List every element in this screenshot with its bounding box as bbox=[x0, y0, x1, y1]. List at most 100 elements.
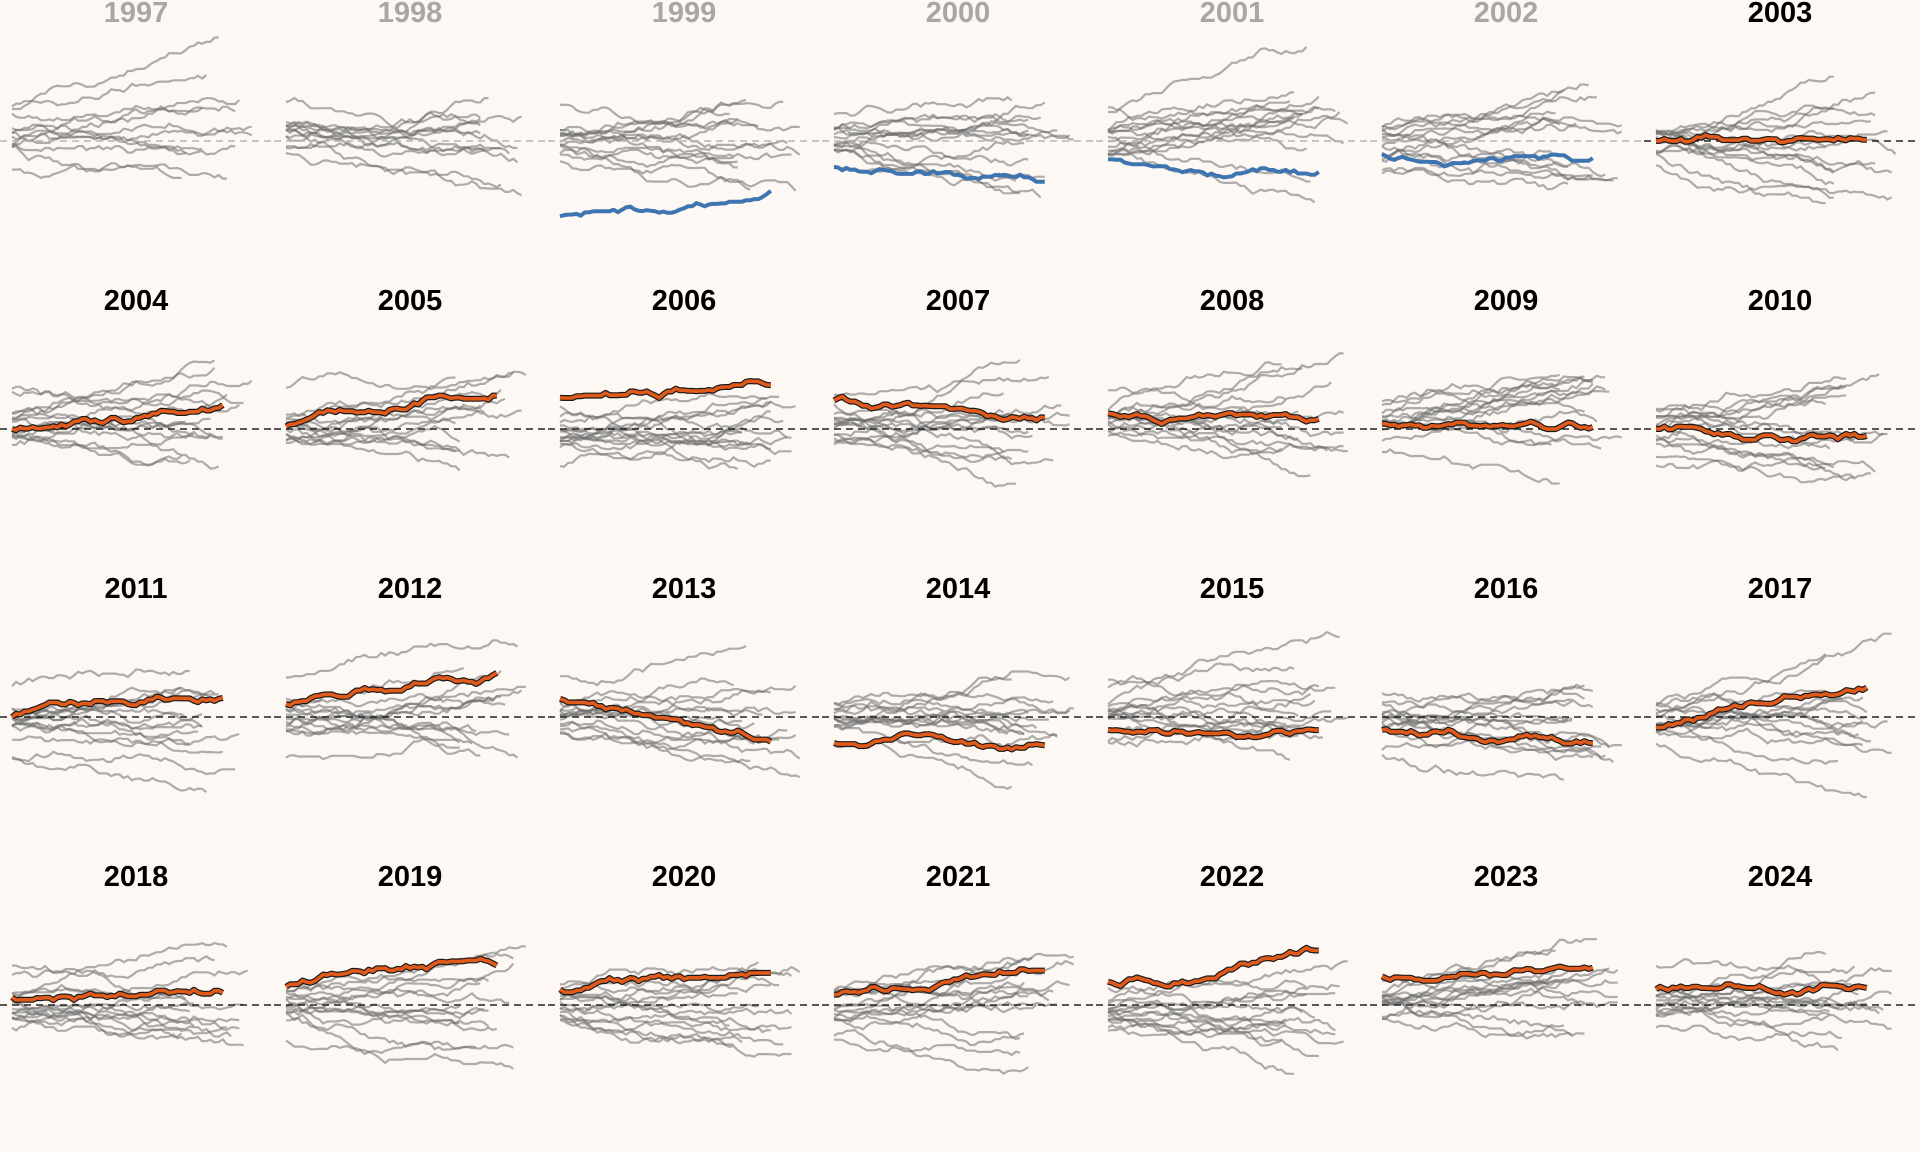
panel-2023: 2023 bbox=[1370, 862, 1642, 1152]
panel-2022: 2022 bbox=[1096, 862, 1368, 1152]
background-series-line bbox=[285, 114, 481, 138]
background-series-line bbox=[559, 732, 801, 779]
background-series-line bbox=[1107, 960, 1348, 1002]
background-series-line bbox=[833, 112, 1029, 130]
background-series-line bbox=[1382, 685, 1594, 714]
background-series-line bbox=[1108, 678, 1299, 717]
background-series-line bbox=[11, 74, 208, 108]
background-series-line bbox=[12, 36, 219, 111]
background-series-line bbox=[11, 1006, 240, 1031]
background-series-line bbox=[1107, 1009, 1294, 1075]
background-series-line bbox=[1108, 106, 1336, 148]
background-series-line bbox=[11, 412, 212, 439]
background-series-line bbox=[12, 735, 223, 754]
panel-title: 2002 bbox=[1473, 0, 1539, 29]
background-series-line bbox=[1381, 975, 1553, 1001]
background-series-line bbox=[1656, 411, 1831, 450]
panel-title: 2010 bbox=[1747, 285, 1813, 317]
background-series-line bbox=[1108, 105, 1320, 153]
background-series-line bbox=[560, 153, 738, 169]
background-series-line bbox=[1656, 105, 1834, 144]
background-series-line bbox=[559, 1018, 784, 1046]
highlight-series-line bbox=[1655, 982, 1868, 997]
background-series-line bbox=[285, 151, 502, 189]
background-series-line bbox=[1655, 424, 1835, 469]
background-series-line bbox=[11, 720, 240, 748]
background-series-line bbox=[1655, 632, 1892, 707]
background-series-line bbox=[285, 111, 481, 132]
panel-2000: 2000 bbox=[822, 0, 1094, 288]
background-series-line bbox=[1382, 949, 1556, 998]
panel-plot bbox=[548, 378, 820, 471]
panel-plot bbox=[822, 670, 1094, 791]
background-series-line bbox=[1656, 1006, 1839, 1052]
background-series-line bbox=[834, 419, 1005, 453]
background-series-line bbox=[1107, 119, 1307, 152]
panel-title: 2018 bbox=[103, 861, 169, 893]
highlight-series-line bbox=[1107, 411, 1320, 426]
background-series-line bbox=[1655, 707, 1872, 743]
panel-plot bbox=[0, 668, 272, 793]
panel-title: 2019 bbox=[377, 861, 443, 893]
background-series-line bbox=[1107, 112, 1303, 141]
background-series-line bbox=[11, 689, 216, 721]
panel-1999: 1999 bbox=[548, 0, 820, 288]
panel-1998: 1998 bbox=[274, 0, 546, 288]
background-series-line bbox=[286, 639, 519, 679]
background-series-line bbox=[834, 989, 1054, 1011]
background-series-line bbox=[833, 1028, 1029, 1075]
panel-title: 2004 bbox=[103, 285, 169, 317]
background-series-line bbox=[285, 1005, 490, 1028]
background-series-line bbox=[1107, 381, 1332, 417]
background-series-line bbox=[11, 359, 216, 421]
background-series-line bbox=[286, 1005, 461, 1017]
background-series-line bbox=[285, 428, 510, 459]
highlight-series-line bbox=[834, 967, 1045, 997]
panel-title: 1999 bbox=[651, 0, 717, 29]
background-series-line bbox=[11, 142, 203, 154]
panel-title: 2013 bbox=[651, 573, 717, 605]
background-series-line bbox=[1381, 969, 1557, 1003]
background-series-line bbox=[285, 998, 498, 1032]
background-series-line bbox=[834, 1001, 1058, 1024]
background-series-line bbox=[286, 693, 506, 708]
background-series-line bbox=[12, 1008, 227, 1036]
background-series-line bbox=[11, 713, 203, 732]
background-series-line bbox=[12, 145, 227, 180]
background-series-line bbox=[559, 443, 771, 468]
background-series-line bbox=[1381, 121, 1623, 138]
panel-title: 1998 bbox=[377, 0, 443, 29]
background-series-line bbox=[285, 952, 514, 993]
background-series-line bbox=[1107, 989, 1307, 1011]
background-series-line bbox=[1382, 967, 1610, 1019]
background-series-line bbox=[1655, 965, 1856, 997]
panel-title: 2011 bbox=[104, 573, 168, 605]
background-series-line bbox=[1107, 152, 1316, 204]
panel-title: 2007 bbox=[925, 285, 991, 317]
panel-2015: 2015 bbox=[1096, 574, 1368, 864]
background-series-line bbox=[11, 713, 198, 738]
highlight-series-line bbox=[10, 694, 224, 719]
panel-2013: 2013 bbox=[548, 573, 820, 864]
background-series-line bbox=[559, 1014, 792, 1058]
background-series-line bbox=[560, 144, 751, 191]
panel-plot bbox=[548, 961, 820, 1058]
panel-2012: 2012 bbox=[274, 574, 546, 864]
background-series-line bbox=[559, 430, 792, 456]
panel-plot bbox=[1370, 937, 1642, 1040]
background-series-line bbox=[559, 990, 759, 1013]
highlight-series-line bbox=[1382, 419, 1594, 431]
panel-2004: 2004 bbox=[0, 285, 272, 576]
background-series-line bbox=[1656, 144, 1876, 173]
background-series-line bbox=[560, 424, 751, 448]
background-series-line bbox=[1107, 361, 1282, 411]
background-series-line bbox=[285, 122, 519, 164]
panel-plot bbox=[548, 645, 820, 779]
background-series-line bbox=[1108, 46, 1308, 114]
panel-plot bbox=[0, 941, 272, 1047]
panel-plot bbox=[1370, 83, 1642, 191]
background-series-line bbox=[833, 433, 1016, 488]
panel-title: 2020 bbox=[651, 861, 717, 893]
background-series-line bbox=[1655, 742, 1867, 799]
